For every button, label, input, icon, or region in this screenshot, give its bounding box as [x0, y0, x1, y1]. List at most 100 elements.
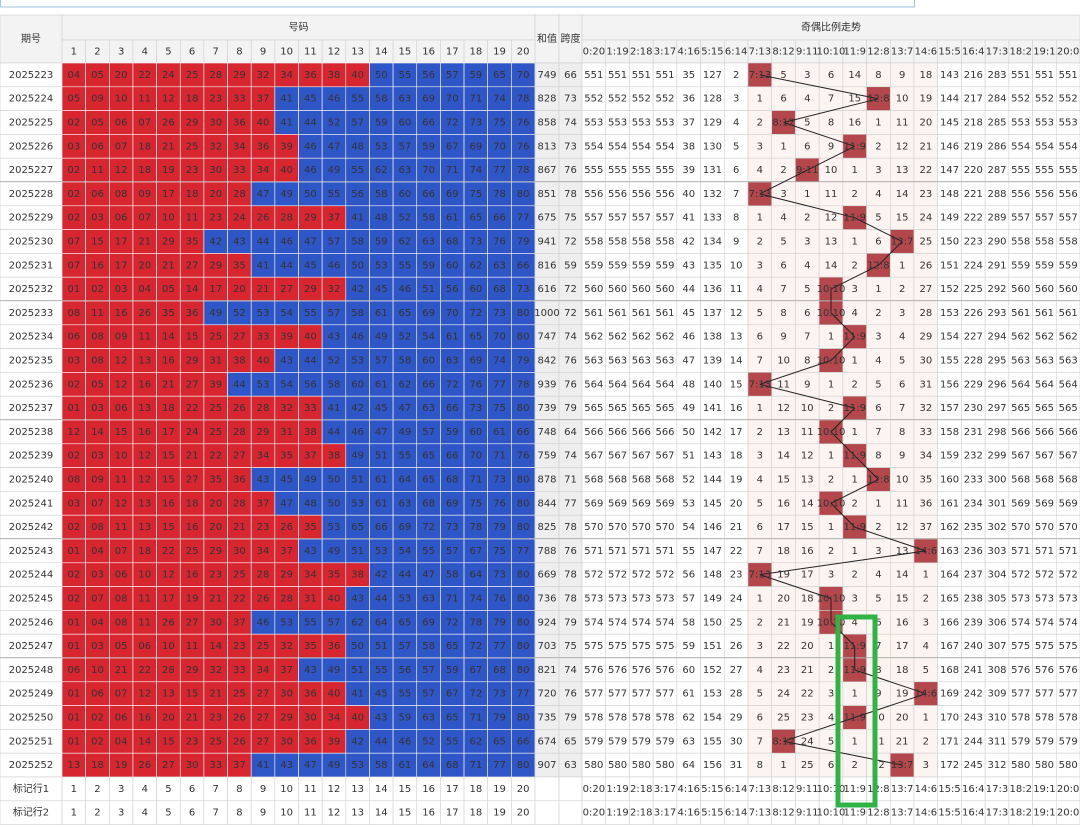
drawn-number: 28 [257, 570, 270, 581]
sum: 858 [537, 118, 556, 129]
miss-count: 235 [964, 522, 983, 533]
drawn-number: 57 [351, 118, 364, 129]
drawn-number: 47 [280, 498, 293, 509]
drawn-number: 11 [115, 522, 128, 533]
miss-count: 1 [852, 237, 858, 248]
drawn-number: 03 [91, 403, 104, 414]
miss-count: 13 [730, 332, 743, 343]
drawn-number: 36 [304, 689, 317, 700]
drawn-number: 76 [493, 594, 506, 605]
footer-number: 7 [213, 784, 219, 795]
drawn-number: 80 [517, 308, 530, 319]
input-box[interactable] [0, 0, 915, 8]
drawn-number: 21 [186, 451, 199, 462]
miss-count: 228 [964, 356, 983, 367]
miss-count: 4 [923, 641, 929, 652]
drawn-number: 29 [233, 70, 246, 81]
miss-count: 579 [1011, 736, 1030, 747]
miss-count: 288 [987, 189, 1006, 200]
miss-count: 567 [1011, 451, 1030, 462]
miss-count: 16 [801, 546, 814, 557]
miss-count: 145 [940, 118, 959, 129]
drawn-number: 70 [446, 94, 459, 105]
drawn-number: 41 [280, 118, 293, 129]
drawn-number: 69 [422, 94, 435, 105]
drawn-number: 06 [91, 689, 104, 700]
drawn-number: 46 [351, 427, 364, 438]
drawn-number: 03 [91, 213, 104, 224]
drawn-number: 72 [422, 522, 435, 533]
drawn-number: 77 [517, 689, 530, 700]
drawn-number: 61 [375, 308, 388, 319]
drawn-number: 76 [517, 451, 530, 462]
miss-count: 13 [896, 165, 909, 176]
drawn-number: 11 [138, 332, 151, 343]
drawn-number: 70 [517, 70, 530, 81]
miss-count: 32 [919, 403, 932, 414]
hit-label: 14:6 [915, 546, 937, 557]
footer-number: 11 [304, 784, 317, 795]
miss-count: 169 [940, 689, 959, 700]
drawn-number: 13 [67, 760, 80, 771]
miss-count: 171 [940, 736, 959, 747]
miss-count: 307 [987, 641, 1006, 652]
miss-count: 22 [919, 165, 932, 176]
issue: 2025241 [9, 498, 54, 509]
miss-count: 555 [1011, 165, 1030, 176]
miss-count: 3 [757, 141, 763, 152]
drawn-number: 80 [517, 475, 530, 486]
drawn-number: 63 [422, 237, 435, 248]
miss-count: 2 [757, 237, 763, 248]
drawn-number: 27 [186, 379, 199, 390]
drawn-number: 78 [517, 379, 530, 390]
drawn-number: 75 [493, 118, 506, 129]
footer-number: 14 [375, 808, 388, 819]
drawn-number: 51 [422, 284, 435, 295]
miss-count: 6 [780, 260, 786, 271]
drawn-number: 58 [422, 641, 435, 652]
drawn-number: 53 [328, 522, 341, 533]
miss-count: 5 [757, 498, 763, 509]
drawn-number: 10 [115, 94, 128, 105]
miss-count: 563 [1059, 356, 1078, 367]
drawn-number: 80 [517, 570, 530, 581]
drawn-number: 07 [138, 118, 151, 129]
drawn-number: 35 [304, 522, 317, 533]
hit-label: 7:13 [749, 379, 771, 390]
drawn-number: 47 [422, 570, 435, 581]
drawn-number: 05 [67, 94, 80, 105]
miss-count: 566 [608, 427, 627, 438]
drawn-number: 66 [422, 189, 435, 200]
miss-count: 1 [780, 141, 786, 152]
miss-count: 556 [1035, 189, 1054, 200]
miss-count: 1 [852, 546, 858, 557]
drawn-number: 46 [280, 237, 293, 248]
miss-count: 7 [899, 403, 905, 414]
miss-count: 29 [730, 713, 743, 724]
drawn-number: 06 [91, 141, 104, 152]
drawn-number: 52 [233, 308, 246, 319]
miss-count: 226 [964, 308, 983, 319]
drawn-number: 16 [138, 427, 151, 438]
drawn-number: 36 [233, 118, 246, 129]
drawn-number: 15 [162, 522, 175, 533]
miss-count: 144 [940, 94, 959, 105]
drawn-number: 12 [138, 689, 151, 700]
drawn-number: 57 [328, 308, 341, 319]
drawn-number: 49 [375, 332, 388, 343]
miss-count: 4 [899, 332, 905, 343]
miss-count: 64 [682, 760, 695, 771]
miss-count: 17 [730, 427, 743, 438]
miss-count: 4 [757, 665, 763, 676]
drawn-number: 11 [138, 617, 151, 628]
miss-count: 564 [584, 379, 603, 390]
drawn-number: 01 [67, 284, 80, 295]
drawn-number: 63 [493, 260, 506, 271]
drawn-number: 57 [446, 70, 459, 81]
miss-count: 43 [682, 260, 695, 271]
hit-label: 11:9 [843, 713, 865, 724]
footer-ratio: 2:18 [630, 808, 652, 819]
miss-count: 558 [584, 237, 603, 248]
miss-count: 146 [940, 141, 959, 152]
drawn-number: 65 [493, 736, 506, 747]
